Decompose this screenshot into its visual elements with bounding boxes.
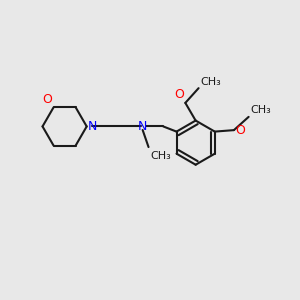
Text: CH₃: CH₃ (250, 105, 271, 116)
Text: CH₃: CH₃ (200, 77, 221, 87)
Text: N: N (138, 120, 147, 133)
Text: O: O (235, 124, 245, 136)
Text: CH₃: CH₃ (150, 151, 171, 160)
Text: O: O (42, 93, 52, 106)
Text: O: O (174, 88, 184, 101)
Text: N: N (88, 120, 98, 133)
